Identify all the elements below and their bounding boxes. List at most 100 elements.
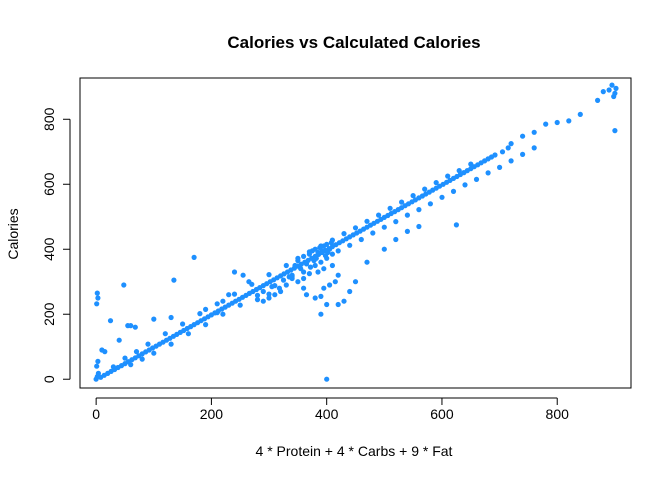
- data-point: [315, 269, 321, 275]
- data-point: [168, 341, 174, 347]
- data-point: [301, 285, 307, 291]
- data-point: [145, 341, 151, 347]
- data-point: [139, 356, 145, 362]
- data-point: [612, 90, 618, 96]
- data-point: [324, 376, 330, 382]
- data-point: [364, 218, 370, 224]
- data-point: [358, 236, 364, 243]
- data-point: [364, 259, 370, 265]
- y-tick-label: 0: [41, 375, 57, 383]
- data-point: [280, 277, 287, 283]
- data-point: [283, 282, 289, 288]
- data-point: [254, 297, 261, 303]
- plot-area-frame: [79, 77, 632, 389]
- x-tick-label: 200: [200, 406, 224, 422]
- data-point: [312, 295, 318, 301]
- data-point: [197, 311, 203, 317]
- y-tick-label: 600: [41, 172, 57, 196]
- data-point: [203, 306, 209, 312]
- y-tick-label: 400: [41, 237, 57, 261]
- data-point: [312, 262, 318, 269]
- data-point: [404, 228, 410, 234]
- data-point: [352, 225, 359, 231]
- data-point: [318, 311, 324, 317]
- data-point: [128, 362, 134, 368]
- x-axis-label: 4 * Protein + 4 * Carbs + 9 * Fat: [256, 443, 453, 459]
- data-point: [328, 240, 334, 246]
- data-point: [347, 288, 353, 295]
- data-point: [121, 282, 127, 288]
- data-point: [497, 164, 503, 170]
- data-point: [295, 258, 301, 264]
- data-point: [508, 158, 514, 164]
- data-point: [508, 141, 514, 147]
- x-tick-label: 800: [546, 406, 570, 422]
- data-point: [168, 314, 174, 321]
- data-point: [272, 292, 278, 298]
- data-point: [329, 262, 335, 269]
- data-point: [122, 355, 128, 361]
- data-point: [231, 269, 238, 275]
- data-point: [595, 97, 601, 103]
- y-axis-label: Calories: [5, 208, 21, 259]
- data-point: [453, 222, 459, 228]
- data-point: [352, 279, 359, 285]
- data-point: [332, 279, 338, 285]
- data-point: [485, 170, 491, 176]
- data-point: [370, 230, 376, 236]
- data-point: [214, 301, 220, 307]
- data-point: [301, 253, 307, 259]
- data-point: [133, 349, 140, 355]
- data-point: [162, 331, 168, 337]
- data-point: [185, 331, 191, 337]
- data-point: [110, 364, 116, 370]
- data-point: [151, 350, 157, 356]
- data-point: [531, 145, 537, 151]
- data-point: [95, 370, 101, 376]
- data-point: [387, 205, 393, 211]
- data-point: [307, 264, 314, 270]
- data-point: [95, 295, 101, 301]
- data-point: [276, 285, 282, 291]
- x-tick-label: 400: [315, 406, 339, 422]
- data-point: [609, 82, 615, 88]
- data-point: [191, 254, 197, 260]
- data-point: [505, 145, 511, 151]
- data-point: [220, 311, 226, 317]
- data-point: [613, 85, 619, 91]
- data-point: [416, 223, 422, 230]
- data-point: [214, 310, 220, 316]
- data-point: [324, 241, 330, 247]
- data-point: [94, 363, 100, 369]
- data-point: [319, 248, 325, 254]
- data-point: [335, 301, 341, 308]
- data-point: [531, 129, 537, 135]
- data-point: [399, 199, 405, 205]
- data-point: [266, 272, 272, 278]
- data-point: [393, 219, 399, 225]
- data-point: [327, 246, 333, 252]
- data-point: [329, 251, 335, 257]
- data-point: [303, 292, 310, 298]
- data-point: [295, 279, 301, 285]
- data-point: [128, 323, 134, 329]
- data-point: [220, 298, 226, 304]
- y-axis: 0 200 400 600 800: [41, 107, 71, 383]
- data-point: [554, 119, 560, 126]
- data-point: [566, 118, 572, 124]
- data-point: [427, 201, 433, 207]
- data-point: [416, 207, 422, 213]
- data-point: [321, 266, 327, 272]
- chart-title: Calories vs Calculated Calories: [227, 33, 480, 52]
- data-point: [203, 322, 209, 328]
- data-point: [318, 293, 324, 299]
- data-point: [341, 231, 347, 237]
- data-point: [381, 246, 387, 252]
- data-point: [456, 168, 462, 174]
- data-point: [313, 255, 319, 261]
- data-point: [151, 316, 157, 322]
- data-point: [260, 298, 266, 304]
- data-point: [107, 318, 114, 324]
- data-point: [298, 266, 304, 272]
- data-point: [171, 277, 177, 283]
